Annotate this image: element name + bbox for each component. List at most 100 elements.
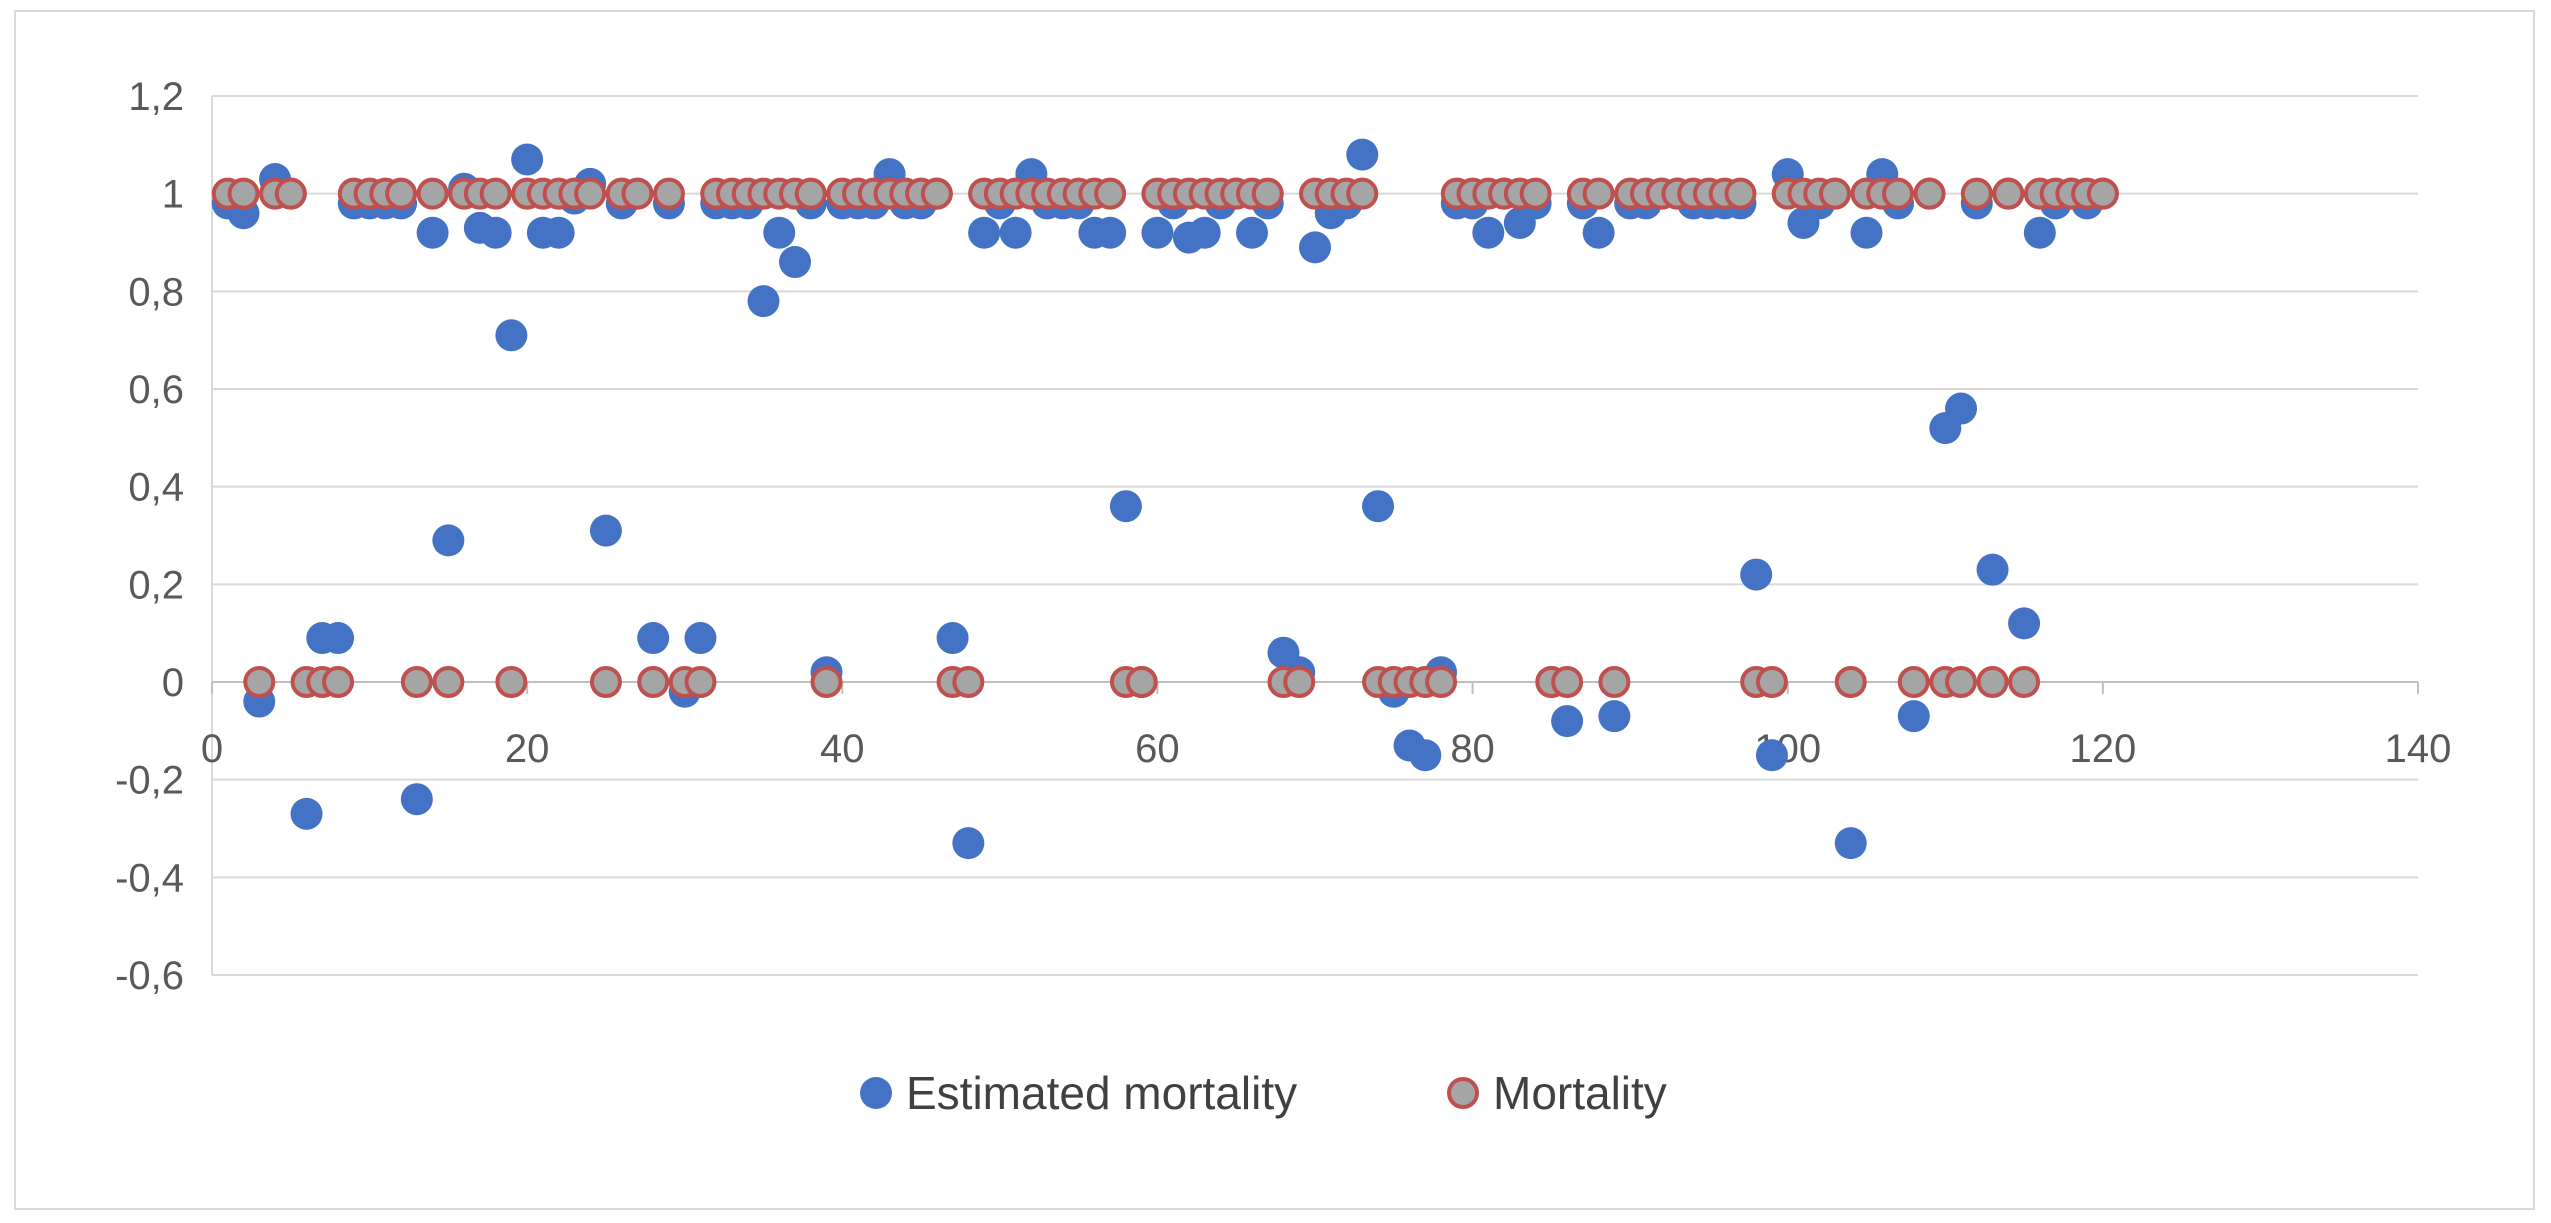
estimated-mortality-point	[1141, 216, 1174, 249]
mortality-point	[1818, 177, 1851, 210]
mortality-point	[1251, 177, 1284, 210]
estimated-mortality-point	[542, 216, 575, 249]
mortality-point	[385, 177, 418, 210]
data-points	[211, 138, 2119, 860]
x-tick-label: 80	[1450, 727, 1495, 771]
estimated-mortality-point	[952, 827, 985, 860]
legend-marker	[1447, 1077, 1479, 1109]
estimated-mortality-point	[1897, 700, 1930, 733]
estimated-mortality-point	[1235, 216, 1268, 249]
estimated-mortality-point	[1755, 739, 1788, 772]
mortality-point	[684, 666, 717, 698]
estimated-mortality-point	[1362, 490, 1395, 523]
mortality-point	[243, 666, 276, 698]
estimated-mortality-point	[1551, 705, 1584, 738]
mortality-point	[1094, 177, 1127, 210]
y-tick-label: -0,4	[115, 856, 184, 900]
estimated-mortality-point	[479, 216, 512, 249]
x-tick-labels: 0 20 40 60 80 100 120 140	[201, 727, 2452, 771]
estimated-mortality-point	[936, 622, 969, 655]
estimated-mortality-point	[1299, 231, 1331, 264]
mortality-point	[1755, 666, 1788, 698]
x-tick-label: 0	[201, 727, 223, 771]
mortality-point	[652, 177, 685, 210]
estimated-mortality-point	[684, 622, 717, 655]
mortality-point	[1724, 177, 1757, 210]
y-tick-label: 0	[162, 661, 184, 705]
estimated-mortality-point	[779, 246, 812, 279]
estimated-mortality-point	[432, 524, 465, 557]
mortality-point	[432, 666, 465, 698]
estimated-mortality-point	[1472, 216, 1505, 249]
estimated-mortality-point	[747, 285, 780, 318]
mortality-point	[495, 666, 528, 698]
mortality-point	[2008, 666, 2041, 698]
y-tick-label: 0,6	[128, 368, 184, 412]
mortality-point	[1976, 666, 2009, 698]
x-tick-label: 60	[1135, 727, 1180, 771]
estimated-mortality-point	[968, 216, 1001, 249]
estimated-mortality-point	[290, 797, 323, 830]
estimated-mortality-point	[999, 216, 1032, 249]
mortality-point	[416, 177, 449, 210]
estimated-mortality-point	[1582, 216, 1615, 249]
mortality-point	[1425, 666, 1458, 698]
estimated-mortality-point	[1850, 216, 1883, 249]
estimated-mortality-point	[1109, 490, 1142, 523]
estimated-mortality-point	[1740, 558, 1773, 591]
x-tick-label: 140	[2385, 727, 2452, 771]
estimated-mortality-point	[1094, 216, 1127, 249]
mortality-point	[274, 177, 307, 210]
legend-estimated-mortality: Estimated mortality	[860, 1067, 1297, 1119]
legend-label: Mortality	[1493, 1067, 1667, 1119]
estimated-mortality-point	[1188, 216, 1221, 249]
y-tick-label: -0,2	[115, 759, 184, 803]
mortality-point	[1945, 666, 1978, 698]
mortality-point	[1882, 177, 1915, 210]
mortality-point	[1834, 666, 1867, 698]
x-tick-label: 20	[505, 727, 550, 771]
mortality-point	[1125, 666, 1158, 698]
legend-label: Estimated mortality	[906, 1067, 1297, 1119]
mortality-point	[479, 177, 512, 210]
estimated-mortality-point	[1834, 827, 1867, 860]
estimated-mortality-point	[1598, 700, 1631, 733]
estimated-mortality-point	[2008, 607, 2041, 640]
estimated-mortality-point	[400, 783, 433, 816]
mortality-point	[2086, 177, 2119, 210]
estimated-mortality-point	[1945, 392, 1978, 425]
estimated-mortality-point	[511, 143, 544, 176]
legend-marker	[860, 1077, 892, 1109]
estimated-mortality-point	[416, 216, 449, 249]
mortality-point	[1897, 666, 1930, 698]
x-tick-label: 40	[820, 727, 865, 771]
mortality-point	[400, 666, 433, 698]
mortality-point	[1582, 177, 1615, 210]
mortality-point	[1551, 666, 1584, 698]
mortality-point	[810, 666, 843, 698]
estimated-mortality-point	[589, 514, 622, 547]
x-tick-label: 120	[2069, 727, 2136, 771]
mortality-point	[1913, 177, 1946, 210]
mortality-point	[1346, 177, 1379, 210]
mortality-point	[794, 177, 827, 210]
mortality-point	[589, 666, 622, 698]
estimated-mortality-point	[1409, 739, 1442, 772]
estimated-mortality-point	[1346, 138, 1379, 171]
y-tick-label: 1	[162, 173, 184, 217]
mortality-point	[920, 177, 953, 210]
mortality-point	[952, 666, 985, 698]
mortality-point	[1519, 177, 1552, 210]
y-tick-label: 0,2	[128, 563, 184, 607]
mortality-point	[574, 177, 607, 210]
y-tick-label: 0,4	[128, 466, 184, 510]
y-tick-label: 0,8	[128, 270, 184, 314]
legend: Estimated mortality Mortality	[860, 1067, 1667, 1119]
gridlines	[212, 95, 2418, 976]
mortality-point	[322, 666, 355, 698]
mortality-point	[621, 177, 654, 210]
mortality-point	[1992, 177, 2025, 210]
estimated-mortality-point	[763, 216, 796, 249]
mortality-point	[637, 666, 670, 698]
